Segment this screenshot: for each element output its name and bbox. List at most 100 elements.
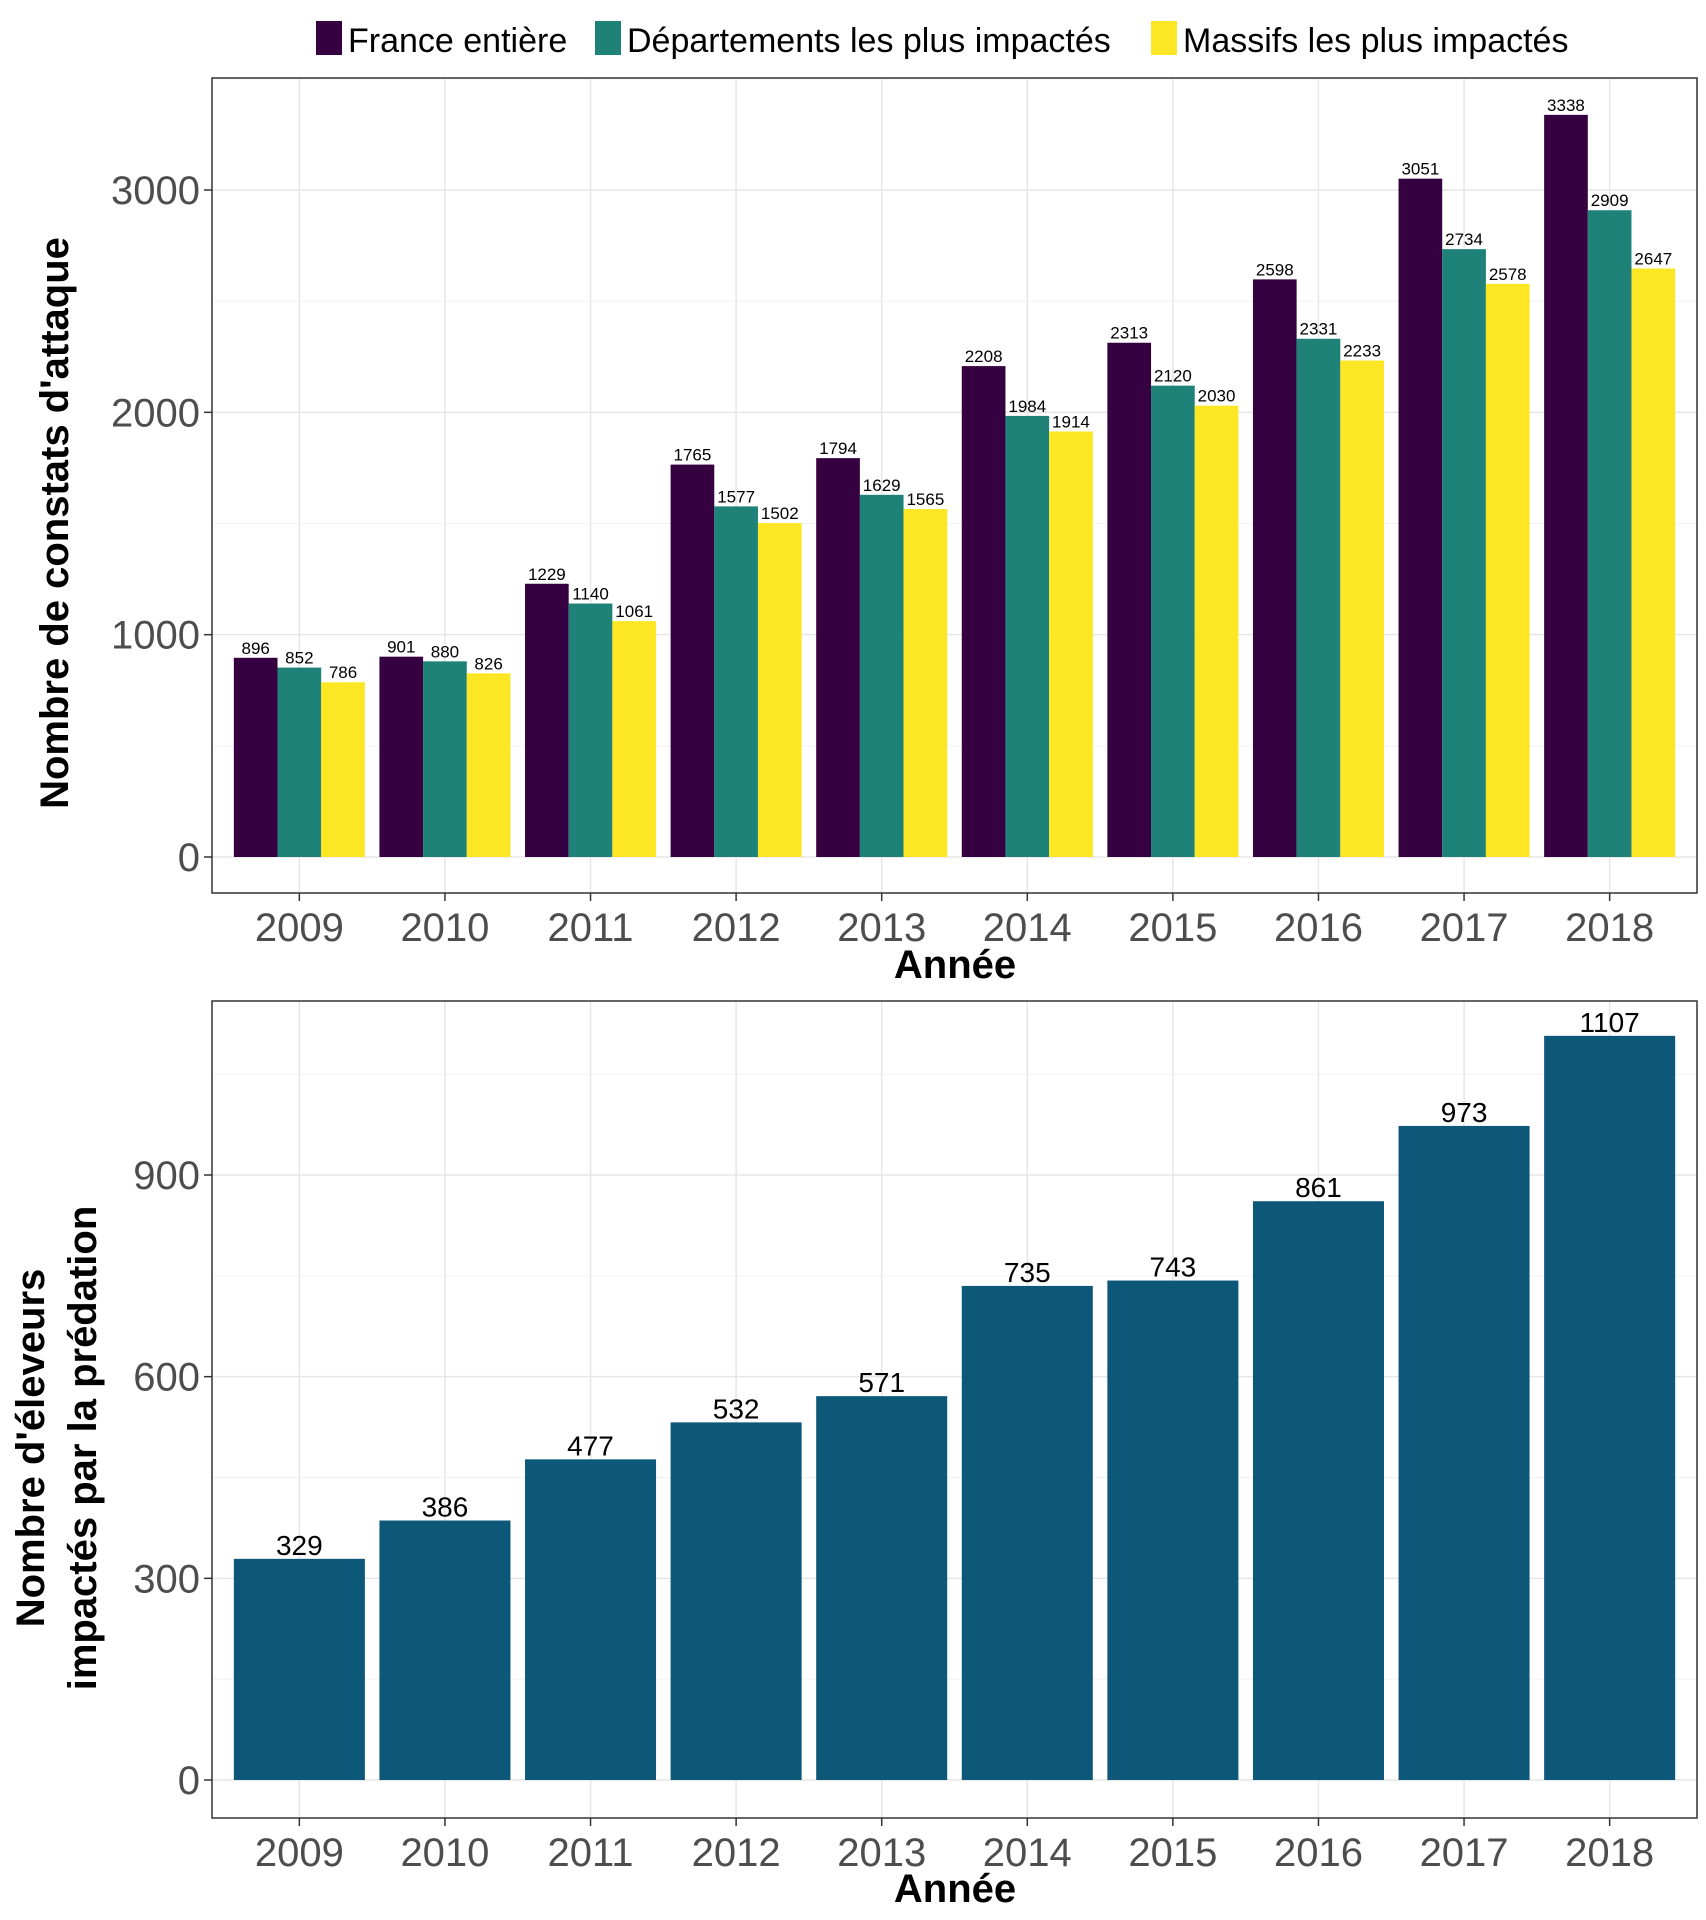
bar-france-2017 bbox=[1398, 178, 1443, 857]
legend-label-france: France entière bbox=[348, 22, 567, 60]
bar-massifs-2014 bbox=[1049, 431, 1093, 857]
bar-massifs-2015 bbox=[1194, 405, 1239, 857]
bar-france-2009 bbox=[233, 657, 278, 857]
bar-eleveurs-2011 bbox=[525, 1459, 657, 1780]
attack-chart-y-title: Nombre de constats d'attaque bbox=[33, 237, 77, 809]
bar-massifs-2010 bbox=[466, 673, 511, 857]
bar-massifs-2016 bbox=[1340, 360, 1384, 857]
data-label-departements-2013: 1629 bbox=[863, 476, 901, 495]
x-tick-label: 2016 bbox=[1274, 906, 1363, 950]
data-label-eleveurs-2010: 386 bbox=[422, 1492, 469, 1523]
bar-eleveurs-2015 bbox=[1107, 1280, 1239, 1780]
bar-departements-2010 bbox=[423, 661, 467, 857]
bar-departements-2014 bbox=[1005, 415, 1050, 857]
legend-swatch-france bbox=[316, 21, 342, 55]
y-tick-label: 300 bbox=[133, 1557, 200, 1601]
x-tick-label: 2009 bbox=[255, 1831, 344, 1875]
x-tick-label: 2010 bbox=[400, 906, 489, 950]
bar-france-2011 bbox=[525, 583, 569, 857]
data-label-eleveurs-2018: 1107 bbox=[1580, 1007, 1640, 1038]
y-tick-label: 1000 bbox=[111, 614, 200, 658]
attack-chart-x-title: Année bbox=[894, 943, 1016, 987]
x-tick-label: 2018 bbox=[1565, 906, 1654, 950]
x-tick-label: 2015 bbox=[1128, 1831, 1217, 1875]
breeders-chart-y-title-line-1: Nombre d'éleveurs bbox=[9, 1269, 53, 1628]
data-label-france-2014: 2208 bbox=[965, 347, 1003, 366]
data-label-eleveurs-2015: 743 bbox=[1150, 1252, 1197, 1283]
data-label-massifs-2013: 1565 bbox=[906, 490, 944, 509]
x-tick-label: 2012 bbox=[692, 1831, 781, 1875]
x-tick-label: 2016 bbox=[1274, 1831, 1363, 1875]
data-label-massifs-2011: 1061 bbox=[615, 602, 653, 621]
bar-departements-2012 bbox=[714, 506, 758, 857]
data-label-departements-2016: 2331 bbox=[1300, 320, 1338, 339]
breeders-chart: 329 386 477 532 571 735 743 861 973 1107 0 300 600 9… bbox=[9, 1000, 1698, 1911]
legend-swatch-massifs bbox=[1151, 21, 1177, 55]
bar-france-2014 bbox=[961, 366, 1006, 857]
bar-departements-2016 bbox=[1296, 338, 1341, 858]
x-tick-label: 2013 bbox=[837, 1831, 926, 1875]
data-label-france-2013: 1794 bbox=[819, 439, 857, 458]
bar-departements-2018 bbox=[1587, 210, 1632, 858]
bar-departements-2017 bbox=[1442, 249, 1486, 857]
bar-massifs-2013 bbox=[903, 509, 948, 857]
x-tick-label: 2017 bbox=[1420, 1831, 1509, 1875]
bar-eleveurs-2010 bbox=[379, 1520, 511, 1780]
bar-massifs-2012 bbox=[757, 523, 802, 857]
breeders-chart-x-ticks: 2009 2010 2011 2012 2013 2014 2015 2016 2017 2018 bbox=[255, 1818, 1654, 1875]
data-label-eleveurs-2013: 571 bbox=[858, 1367, 905, 1398]
x-tick-label: 2011 bbox=[548, 906, 634, 950]
bar-france-2010 bbox=[379, 656, 424, 857]
legend-label-departements: Départements les plus impactés bbox=[627, 22, 1111, 60]
breeders-chart-border bbox=[211, 1000, 1698, 1819]
x-tick-label: 2010 bbox=[400, 1831, 489, 1875]
attack-chart-y-ticks: 0 1000 2000 3000 bbox=[111, 169, 212, 880]
bar-france-2016 bbox=[1252, 279, 1297, 857]
data-label-eleveurs-2017: 973 bbox=[1441, 1097, 1488, 1128]
y-tick-label: 2000 bbox=[111, 391, 200, 435]
data-label-france-2016: 2598 bbox=[1256, 260, 1294, 279]
y-tick-label: 0 bbox=[178, 1759, 200, 1803]
data-label-massifs-2010: 826 bbox=[474, 654, 502, 673]
data-label-france-2018: 3338 bbox=[1547, 96, 1585, 115]
x-tick-label: 2015 bbox=[1128, 906, 1217, 950]
data-label-eleveurs-2016: 861 bbox=[1295, 1172, 1342, 1203]
breeders-chart-x-title: Année bbox=[894, 1867, 1016, 1911]
data-label-massifs-2016: 2233 bbox=[1343, 342, 1381, 361]
data-label-france-2010: 901 bbox=[387, 638, 415, 657]
x-tick-label: 2018 bbox=[1565, 1831, 1654, 1875]
breeders-chart-bars bbox=[233, 1035, 1676, 1780]
data-label-eleveurs-2014: 735 bbox=[1004, 1257, 1051, 1288]
legend: France entière Départements les plus imp… bbox=[316, 21, 1568, 60]
bar-france-2018 bbox=[1544, 114, 1588, 858]
x-tick-label: 2009 bbox=[255, 906, 344, 950]
bar-eleveurs-2009 bbox=[233, 1558, 365, 1780]
x-tick-label: 2012 bbox=[692, 906, 781, 950]
data-label-departements-2011: 1140 bbox=[572, 585, 609, 604]
data-label-france-2011: 1229 bbox=[528, 565, 566, 584]
bar-massifs-2011 bbox=[612, 621, 657, 857]
data-label-france-2017: 3051 bbox=[1401, 160, 1439, 179]
bar-eleveurs-2012 bbox=[670, 1422, 802, 1780]
legend-label-massifs: Massifs les plus impactés bbox=[1183, 22, 1568, 60]
bar-massifs-2018 bbox=[1631, 268, 1676, 858]
data-label-departements-2018: 2909 bbox=[1591, 191, 1629, 210]
bar-eleveurs-2016 bbox=[1252, 1201, 1384, 1780]
bar-eleveurs-2017 bbox=[1398, 1125, 1530, 1780]
breeders-chart-data-labels: 329 386 477 532 571 735 743 861 973 1107 bbox=[276, 1007, 1640, 1561]
bar-departements-2011 bbox=[568, 603, 613, 857]
attack-chart-data-labels: 896 901 1229 1765 1794 2208 2313 2598 3051 3338 85… bbox=[241, 96, 1672, 682]
data-label-massifs-2012: 1502 bbox=[761, 504, 799, 523]
data-label-massifs-2015: 2030 bbox=[1198, 387, 1236, 406]
bar-departements-2009 bbox=[277, 667, 322, 857]
data-label-departements-2010: 880 bbox=[431, 642, 459, 661]
data-label-france-2015: 2313 bbox=[1110, 324, 1148, 343]
data-label-massifs-2017: 2578 bbox=[1489, 265, 1527, 284]
bar-eleveurs-2018 bbox=[1544, 1035, 1676, 1780]
breeders-chart-y-title-line-2: impactés par la prédation bbox=[61, 1206, 105, 1691]
bar-eleveurs-2014 bbox=[961, 1285, 1093, 1780]
data-label-massifs-2018: 2647 bbox=[1634, 249, 1672, 268]
y-tick-label: 600 bbox=[133, 1356, 200, 1400]
